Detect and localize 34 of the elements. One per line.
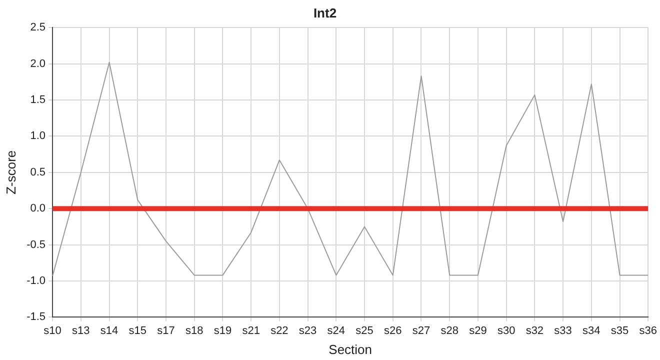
x-tick-label: s25 <box>356 324 374 337</box>
chart-title: Int2 <box>313 5 337 20</box>
y-tick-label: 1.0 <box>30 130 46 142</box>
x-tick-label: s17 <box>157 324 175 337</box>
x-tick-label: s21 <box>242 324 260 337</box>
x-tick-label: s26 <box>384 324 402 337</box>
x-tick-label: s32 <box>526 324 544 337</box>
x-tick-label: s30 <box>497 324 516 337</box>
y-tick-label: -0.5 <box>26 238 46 251</box>
x-tick-label: s18 <box>185 324 204 337</box>
y-tick-label: 0.0 <box>30 202 46 215</box>
y-tick-label: 2.5 <box>30 22 46 34</box>
x-tick-label: s10 <box>44 324 62 337</box>
y-tick-label: -1.0 <box>26 275 46 288</box>
x-tick-label: s28 <box>440 324 458 337</box>
x-axis-title: Section <box>328 342 372 357</box>
x-tick-label: s23 <box>298 324 317 337</box>
x-tick-label: s13 <box>72 324 90 337</box>
x-tick-label: s34 <box>582 324 600 337</box>
y-tick-label: -1.5 <box>26 311 46 324</box>
x-tick-label: s14 <box>100 324 118 337</box>
y-tick-label: 0.5 <box>30 166 46 178</box>
x-tick-label: s24 <box>327 324 346 337</box>
x-tick-label: s29 <box>469 324 487 337</box>
x-tick-label: s33 <box>554 324 572 337</box>
x-tick-label: s22 <box>270 324 288 337</box>
x-tick-label: s27 <box>412 324 430 337</box>
y-axis-title: Z-score <box>3 150 18 194</box>
y-tick-label: 1.5 <box>30 94 46 106</box>
y-tick-label: 2.0 <box>30 58 46 70</box>
x-tick-label: s15 <box>128 324 147 337</box>
x-tick-label: s19 <box>214 324 232 337</box>
x-tick-label: s35 <box>610 324 629 337</box>
x-tick-label: s36 <box>639 324 658 337</box>
